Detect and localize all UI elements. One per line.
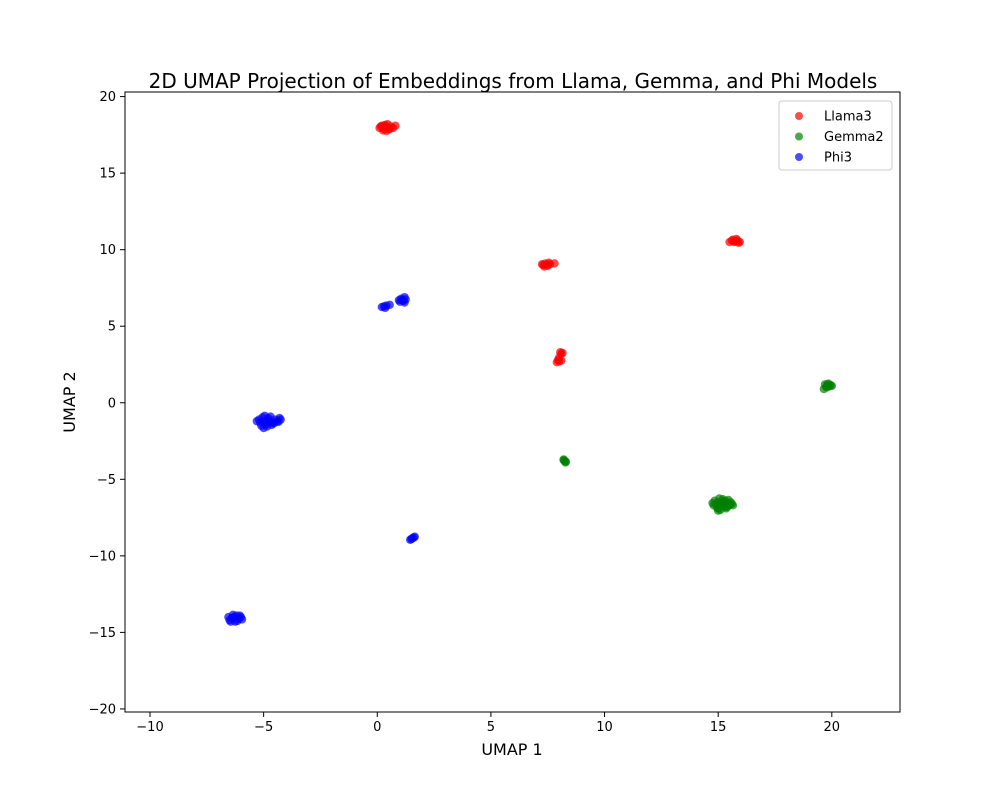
legend-marker-phi3: [795, 153, 803, 161]
data-point-phi3-32: [276, 415, 285, 424]
data-point-gemma2-13: [561, 458, 570, 467]
y-tick-label: −10: [89, 549, 116, 564]
x-tick-label: 5: [487, 720, 495, 735]
series-llama3: [375, 119, 744, 367]
y-tick-label: −15: [89, 626, 116, 641]
y-tick-label: 15: [99, 167, 116, 182]
data-point-llama3-14: [382, 126, 391, 136]
chart-title: 2D UMAP Projection of Embeddings from Ll…: [149, 69, 878, 93]
data-point-phi3-33: [256, 418, 265, 427]
y-tick-label: −5: [97, 473, 116, 488]
data-point-phi3-34: [263, 416, 273, 425]
legend: Llama3 Gemma2 Phi3: [778, 100, 893, 171]
data-point-gemma2-37: [713, 506, 723, 515]
y-tick-label: −20: [89, 702, 116, 717]
data-point-phi3-51: [235, 611, 244, 620]
legend-marker-gemma2: [795, 132, 803, 141]
data-point-llama3-31: [554, 353, 564, 362]
legend-marker-llama3: [795, 112, 803, 120]
x-tick-label: −10: [136, 720, 163, 735]
plot-area-frame: [124, 91, 901, 713]
x-axis-ticks: −10 −5 0 5 10 15 20: [136, 712, 840, 735]
y-tick-label: 20: [99, 90, 116, 105]
data-point-llama3-22: [550, 259, 559, 268]
y-tick-label: 0: [108, 396, 116, 411]
series-phi3: [224, 292, 419, 626]
legend-box: [778, 100, 893, 171]
y-tick-label: 5: [108, 320, 116, 335]
data-point-phi3-39: [406, 535, 415, 544]
y-tick-label: 10: [99, 243, 116, 258]
x-tick-label: 10: [596, 720, 613, 735]
legend-label-gemma2: Gemma2: [824, 130, 884, 145]
series-gemma2: [559, 379, 837, 515]
data-point-llama3-12: [391, 121, 400, 130]
x-tick-label: 20: [824, 720, 841, 735]
x-tick-label: 15: [710, 720, 727, 735]
data-points: [224, 119, 837, 626]
x-tick-label: −5: [254, 720, 273, 735]
data-point-llama3-40: [735, 237, 744, 247]
y-axis-label: UMAP 2: [60, 371, 79, 432]
data-point-phi3-52: [226, 617, 235, 626]
data-point-gemma2-38: [720, 496, 730, 505]
x-tick-label: 0: [373, 720, 381, 735]
data-point-phi3-12: [400, 292, 409, 302]
y-axis-ticks: −20 −15 −10 −5 0 5 10 15 20: [89, 90, 125, 717]
data-point-phi3-4: [381, 303, 390, 313]
legend-label-llama3: Llama3: [824, 110, 872, 125]
data-point-gemma2-35: [708, 498, 717, 508]
data-point-gemma2-8: [823, 383, 832, 392]
data-point-llama3-23: [537, 260, 547, 269]
legend-label-phi3: Phi3: [824, 151, 852, 166]
data-point-gemma2-36: [728, 501, 738, 510]
x-axis-label: UMAP 1: [481, 740, 542, 759]
